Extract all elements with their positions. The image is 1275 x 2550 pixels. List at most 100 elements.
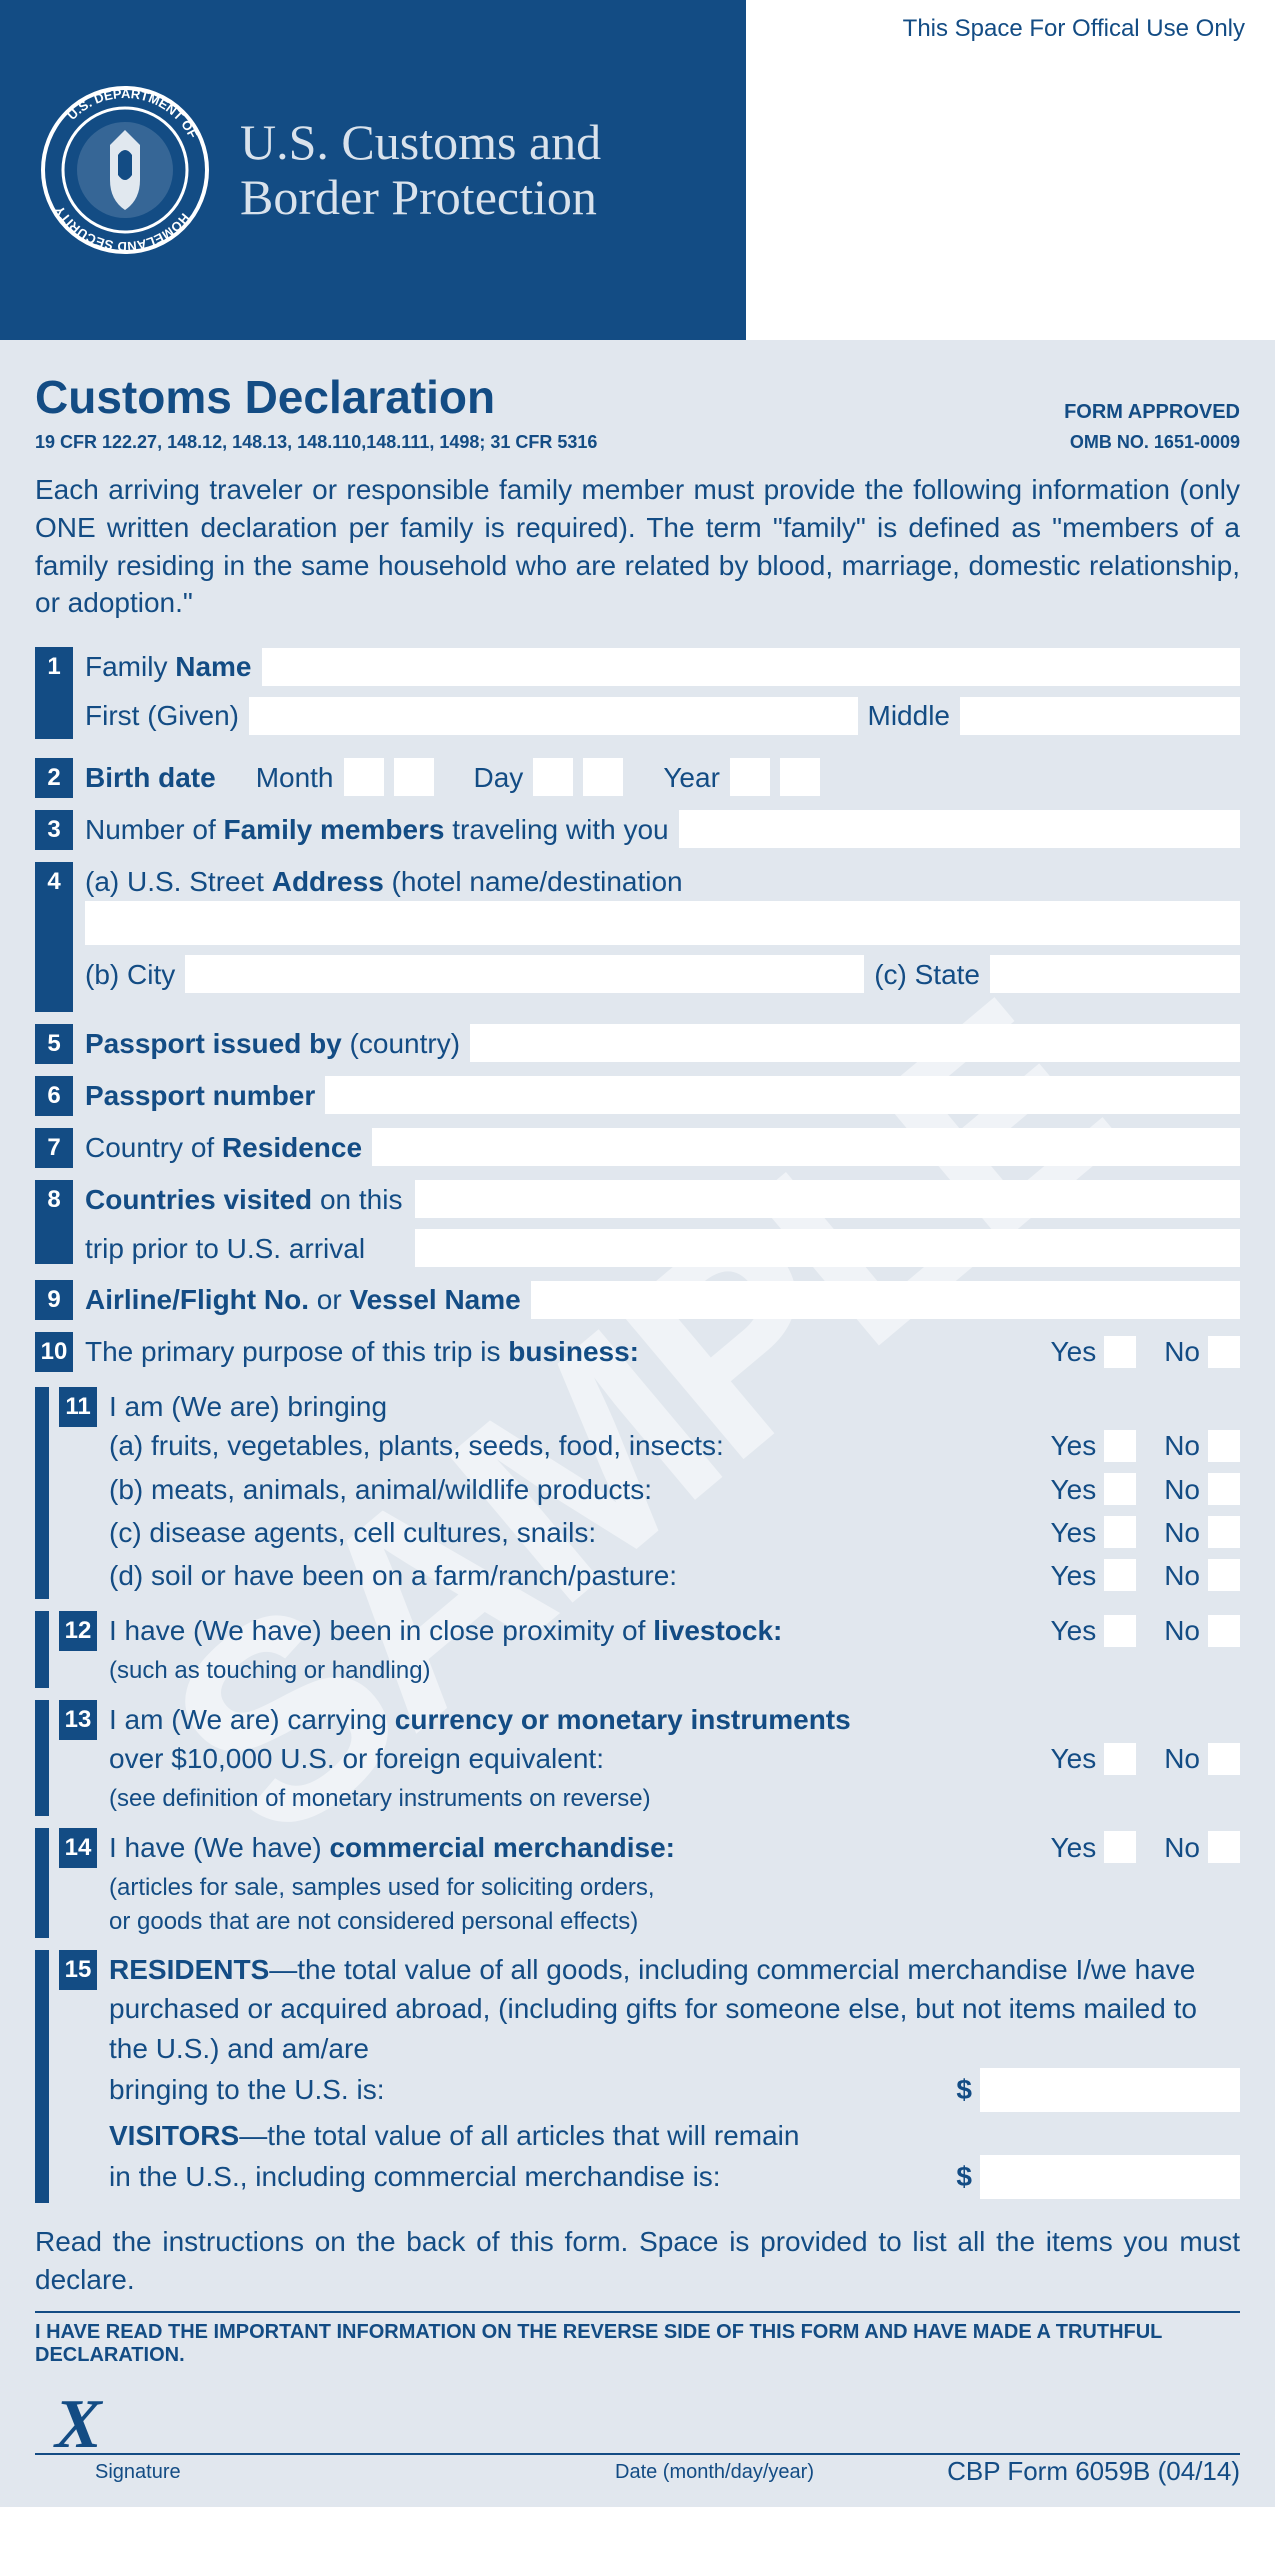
year-input-1[interactable] [730,758,770,796]
month-input-2[interactable] [394,758,434,796]
q11d-yes[interactable] [1104,1559,1136,1591]
flight-input[interactable] [531,1281,1240,1319]
row-11: 11 I am (We are) bringing (a) fruits, ve… [35,1387,1240,1599]
countries-visited-label-2: trip prior to U.S. arrival [85,1229,405,1268]
countries-visited-input-2[interactable] [415,1229,1240,1267]
q11a-yes[interactable] [1104,1430,1136,1462]
flight-label: Airline/Flight No. or Vessel Name [85,1280,521,1319]
residence-input[interactable] [372,1128,1240,1166]
family-name-label: Family Name [85,647,252,686]
agency-line1: U.S. Customs and [240,115,601,170]
row-2: 2 Birth date Month Day Year [35,758,1240,798]
family-members-label: Number of Family members traveling with … [85,810,669,849]
merchandise-label: I have (We have) commercial merchandise: [109,1828,675,1867]
state-input[interactable] [990,955,1240,993]
q12-yes[interactable] [1104,1615,1136,1647]
city-input[interactable] [185,955,864,993]
form-title: Customs Declaration [35,370,495,424]
cfr-text: 19 CFR 122.27, 148.12, 148.13, 148.110,1… [35,432,597,453]
q14-no[interactable] [1208,1831,1240,1863]
day-input-2[interactable] [583,758,623,796]
visitors-value-input[interactable] [980,2155,1240,2199]
q11a-no[interactable] [1208,1430,1240,1462]
middle-name-input[interactable] [960,697,1240,735]
row-12: 12 I have (We have) been in close proxim… [35,1611,1240,1688]
city-label: (b) City [85,955,175,994]
q12-no[interactable] [1208,1615,1240,1647]
dollar-sign-2: $ [956,2157,972,2196]
day-label: Day [474,758,524,797]
num-5: 5 [35,1024,73,1064]
row-13: 13 I am (We are) carrying currency or mo… [35,1700,1240,1816]
q10-no-check[interactable] [1208,1336,1240,1368]
bar-12 [35,1611,49,1688]
row-14: 14 I have (We have) commercial merchandi… [35,1828,1240,1938]
visitors-last-line: in the U.S., including commercial mercha… [109,2157,721,2196]
first-name-input[interactable] [249,697,858,735]
q11b-no[interactable] [1208,1473,1240,1505]
bar-15 [35,1950,49,2203]
passport-issued-input[interactable] [470,1024,1240,1062]
num-14: 14 [59,1828,97,1868]
livestock-note: (such as touching or handling) [109,1654,1240,1688]
visitors-text: VISITORS—the total value of all articles… [109,2116,1240,2155]
year-input-2[interactable] [780,758,820,796]
family-members-input[interactable] [679,810,1240,848]
day-input-1[interactable] [533,758,573,796]
q11c-label: (c) disease agents, cell cultures, snail… [109,1513,596,1552]
num-2: 2 [35,758,73,798]
livestock-label: I have (We have) been in close proximity… [109,1611,782,1650]
q11b-yes[interactable] [1104,1473,1136,1505]
cfr-row: 19 CFR 122.27, 148.12, 148.13, 148.110,1… [35,432,1240,453]
countries-visited-label-1: Countries visited on this [85,1180,405,1219]
passport-number-input[interactable] [325,1076,1240,1114]
passport-number-label: Passport number [85,1076,315,1115]
q13-yes[interactable] [1104,1743,1136,1775]
bar-13 [35,1700,49,1816]
q11d-label: (d) soil or have been on a farm/ranch/pa… [109,1556,677,1595]
form-approved: FORM APPROVED [1064,401,1240,424]
row-5: 5 Passport issued by (country) [35,1024,1240,1064]
num-9: 9 [35,1280,73,1320]
q11b-label: (b) meats, animals, animal/wildlife prod… [109,1470,652,1509]
signature-label: Signature [95,2461,615,2484]
official-use-label: This Space For Offical Use Only [746,0,1275,340]
row-9: 9 Airline/Flight No. or Vessel Name [35,1280,1240,1320]
num-1: 1 [35,647,73,739]
business-label: The primary purpose of this trip is busi… [85,1332,639,1371]
residents-value-input[interactable] [980,2068,1240,2112]
countries-visited-input-1[interactable] [415,1180,1240,1218]
q11c-yes[interactable] [1104,1516,1136,1548]
q10-yes-check[interactable] [1104,1336,1136,1368]
num-13: 13 [59,1700,97,1740]
q13-no[interactable] [1208,1743,1240,1775]
family-name-input[interactable] [262,648,1241,686]
signature-line[interactable]: X [35,2397,1240,2455]
q11d-no[interactable] [1208,1559,1240,1591]
num-6: 6 [35,1076,73,1116]
dollar-sign-1: $ [956,2070,972,2109]
address-label: (a) U.S. Street Address (hotel name/dest… [85,862,1240,901]
dhs-seal-icon: U.S. DEPARTMENT OF HOMELAND SECURITY [40,85,210,255]
residence-label: Country of Residence [85,1128,362,1167]
birthdate-label: Birth date [85,758,216,797]
x-mark-icon: X [55,2397,102,2453]
q14-yes[interactable] [1104,1831,1136,1863]
num-7: 7 [35,1128,73,1168]
merchandise-note-2: or goods that are not considered persona… [109,1905,1240,1939]
state-label: (c) State [874,955,980,994]
residents-text: RESIDENTS—the total value of all goods, … [109,1950,1240,2068]
num-12: 12 [59,1611,97,1651]
row-4: 4 (a) U.S. Street Address (hotel name/de… [35,862,1240,1012]
row-15: 15 RESIDENTS—the total value of all good… [35,1950,1240,2203]
title-row: Customs Declaration FORM APPROVED [35,370,1240,424]
month-input-1[interactable] [344,758,384,796]
row-3: 3 Number of Family members traveling wit… [35,810,1240,850]
row-7: 7 Country of Residence [35,1128,1240,1168]
agency-line2: Border Protection [240,170,601,225]
omb-text: OMB NO. 1651-0009 [1070,432,1240,453]
q11c-no[interactable] [1208,1516,1240,1548]
row-1: 1 Family Name First (Given) Middle [35,647,1240,745]
address-input[interactable] [85,901,1240,945]
page: U.S. DEPARTMENT OF HOMELAND SECURITY U.S… [0,0,1275,2507]
